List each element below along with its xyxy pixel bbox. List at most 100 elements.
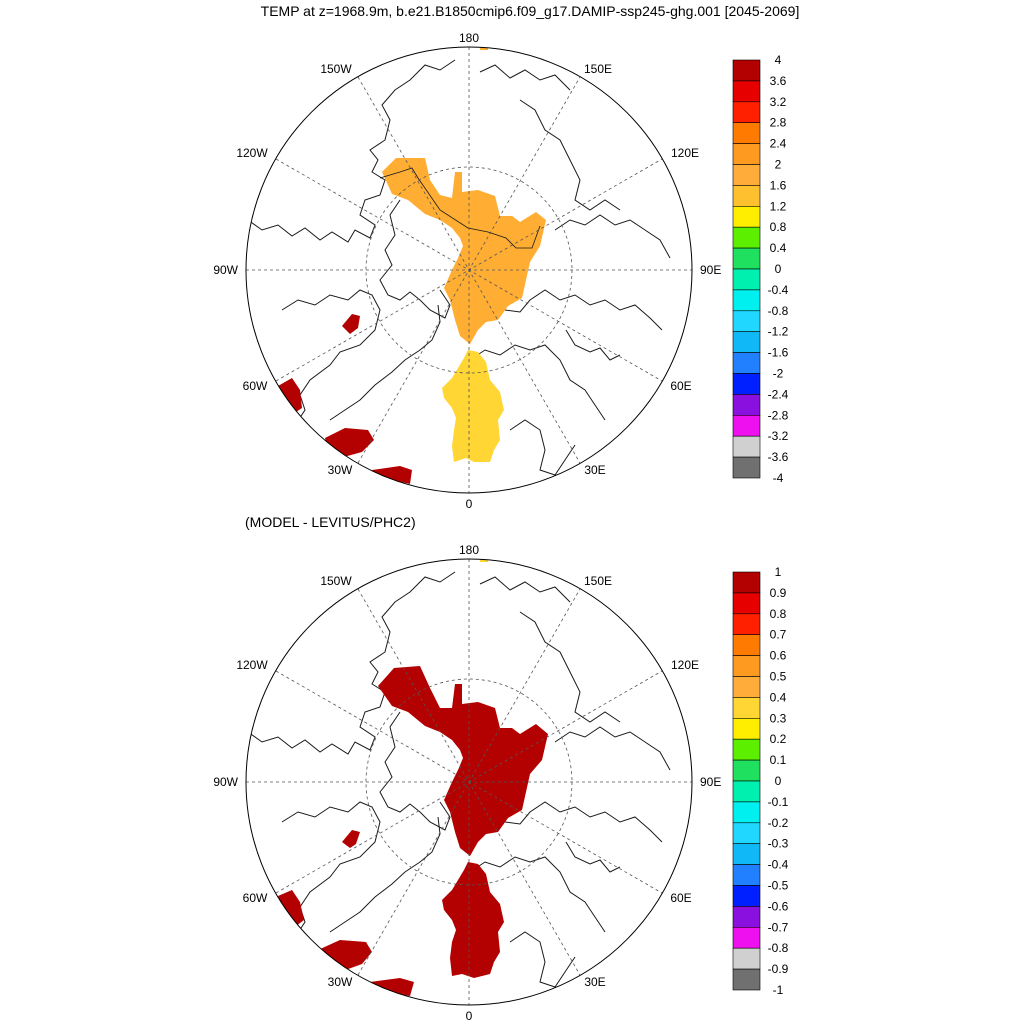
colorbar-swatch bbox=[732, 676, 761, 698]
colorbar-swatch bbox=[732, 655, 761, 677]
colorbar-label: -3.2 bbox=[768, 429, 789, 443]
lon-label-60w: 60W bbox=[243, 379, 268, 393]
map-boundary bbox=[245, 558, 693, 1006]
colorbar-swatch bbox=[732, 247, 761, 270]
lon-label-0: 0 bbox=[466, 497, 473, 511]
graticule bbox=[246, 559, 692, 1005]
colorbar-swatch bbox=[732, 122, 761, 144]
lon-label-90w: 90W bbox=[213, 263, 238, 277]
lon-label-60e: 60E bbox=[670, 379, 691, 393]
colorbar-label: 0.6 bbox=[770, 649, 787, 663]
lon-label-150e: 150E bbox=[584, 574, 612, 588]
arctic-anomaly-region bbox=[382, 158, 546, 344]
colorbar-label: -1.2 bbox=[768, 325, 789, 339]
colorbar-swatch bbox=[732, 289, 761, 312]
lon-label-180: 180 bbox=[459, 31, 479, 45]
colorbar-bottom: 1 0.9 0.8 0.7 0.6 0.5 0.4 0.3 0.2 0.1 0 -0.1 -0.2 -0.… bbox=[732, 565, 789, 997]
colorbar-swatch bbox=[732, 80, 761, 103]
colorbar-label: 4 bbox=[775, 53, 782, 67]
colorbar-label: 0 bbox=[775, 774, 782, 788]
colorbar-label: -1 bbox=[773, 983, 784, 997]
colorbar-label: 1 bbox=[775, 565, 782, 579]
greenland-patch bbox=[278, 378, 302, 412]
top-small-patch bbox=[480, 47, 488, 50]
colorbar-label: -0.1 bbox=[768, 795, 789, 809]
colorbar-label: -0.8 bbox=[768, 304, 789, 318]
colorbar-label: -2.8 bbox=[768, 408, 789, 422]
colorbar-swatch bbox=[732, 718, 761, 740]
labrador-sea-patch bbox=[342, 314, 360, 334]
lon-label-150w: 150W bbox=[320, 62, 352, 76]
colorbar-label: -1.6 bbox=[768, 346, 789, 360]
colorbar-top: 4 3.6 3.2 2.8 2.4 2 1.6 1.2 0.8 0.4 0 -0.4 -0.8 -1.2 -… bbox=[732, 53, 789, 485]
lon-label-60w: 60W bbox=[243, 891, 268, 905]
colorbar-swatch bbox=[732, 947, 761, 970]
colorbar-label: -0.2 bbox=[768, 816, 789, 830]
top-small-patch bbox=[480, 559, 488, 562]
lon-label-90e: 90E bbox=[700, 263, 721, 277]
lon-label-150w: 150W bbox=[320, 574, 352, 588]
colorbar-swatch bbox=[732, 822, 761, 844]
colorbar-swatch bbox=[732, 885, 761, 907]
colorbar-label: 1.6 bbox=[770, 178, 787, 192]
colorbar-swatch bbox=[732, 185, 761, 207]
colorbar-swatch bbox=[732, 968, 761, 991]
graticule bbox=[246, 47, 692, 493]
map-boundary bbox=[245, 46, 693, 494]
lon-label-120e: 120E bbox=[671, 146, 699, 160]
colorbar-swatch bbox=[732, 331, 761, 353]
colorbar-label: -2 bbox=[773, 367, 784, 381]
labrador-sea-patch bbox=[342, 830, 360, 848]
colorbar-label: 1.2 bbox=[770, 199, 787, 213]
colorbar-label: 3.6 bbox=[770, 74, 787, 88]
colorbar-swatch bbox=[732, 634, 761, 656]
colorbar-label: 2 bbox=[775, 158, 782, 172]
lon-label-90w: 90W bbox=[213, 775, 238, 789]
colorbar-swatch bbox=[732, 571, 761, 594]
colorbar-label: 0.8 bbox=[770, 220, 787, 234]
colorbar-label: 0.5 bbox=[770, 670, 787, 684]
lon-label-0: 0 bbox=[466, 1009, 473, 1023]
lon-label-30e: 30E bbox=[584, 975, 605, 989]
colorbar-swatch bbox=[732, 310, 761, 332]
colorbar-label: 2.8 bbox=[770, 116, 787, 130]
colorbar-label: 0.8 bbox=[770, 607, 787, 621]
atlantic-anomaly-region bbox=[442, 350, 504, 462]
colorbar-swatch bbox=[732, 759, 761, 782]
lon-label-90e: 90E bbox=[700, 775, 721, 789]
south-patch bbox=[325, 428, 374, 458]
colorbar-swatch bbox=[732, 143, 761, 165]
colorbar-label: -0.5 bbox=[768, 879, 789, 893]
colorbar-label: -0.9 bbox=[768, 962, 789, 976]
panel-subtitle: (MODEL - LEVITUS/PHC2) bbox=[245, 514, 416, 530]
atlantic-anomaly-region bbox=[442, 862, 504, 978]
top-polar-map: 180 0 90W 90E 150W 120W 150E 120E 60W 30… bbox=[213, 31, 789, 511]
colorbar-label: -0.4 bbox=[768, 283, 789, 297]
colorbar-label: 0.9 bbox=[770, 586, 787, 600]
lon-label-120w: 120W bbox=[236, 146, 268, 160]
colorbar-swatch bbox=[732, 414, 761, 437]
colorbar-label: 0.7 bbox=[770, 628, 787, 642]
colorbar-label: -0.8 bbox=[768, 941, 789, 955]
colorbar-label: -0.7 bbox=[768, 920, 789, 934]
lon-label-30w: 30W bbox=[328, 975, 353, 989]
lon-label-180: 180 bbox=[459, 543, 479, 557]
arctic-anomaly-region bbox=[378, 666, 548, 856]
colorbar-swatch bbox=[732, 926, 761, 949]
colorbar-label: 0.4 bbox=[770, 690, 787, 704]
colorbar-swatch bbox=[732, 613, 761, 636]
colorbar-label: -4 bbox=[773, 471, 784, 485]
colorbar-label: -0.3 bbox=[768, 837, 789, 851]
colorbar-label: 0 bbox=[775, 262, 782, 276]
colorbar-swatch bbox=[732, 592, 761, 615]
colorbar-label: -3.6 bbox=[768, 450, 789, 464]
colorbar-swatch bbox=[732, 843, 761, 865]
colorbar-swatch bbox=[732, 164, 761, 186]
colorbar-label: -2.4 bbox=[768, 387, 789, 401]
colorbar-label: -0.4 bbox=[768, 858, 789, 872]
south-patch-2 bbox=[372, 466, 412, 484]
colorbar-label: 0.1 bbox=[770, 753, 787, 767]
colorbar-swatch bbox=[732, 59, 761, 82]
bottom-polar-map: 180 0 90W 90E 150W 120W 150E 120E 60W 30… bbox=[213, 543, 789, 1023]
colorbar-swatch bbox=[732, 864, 761, 886]
